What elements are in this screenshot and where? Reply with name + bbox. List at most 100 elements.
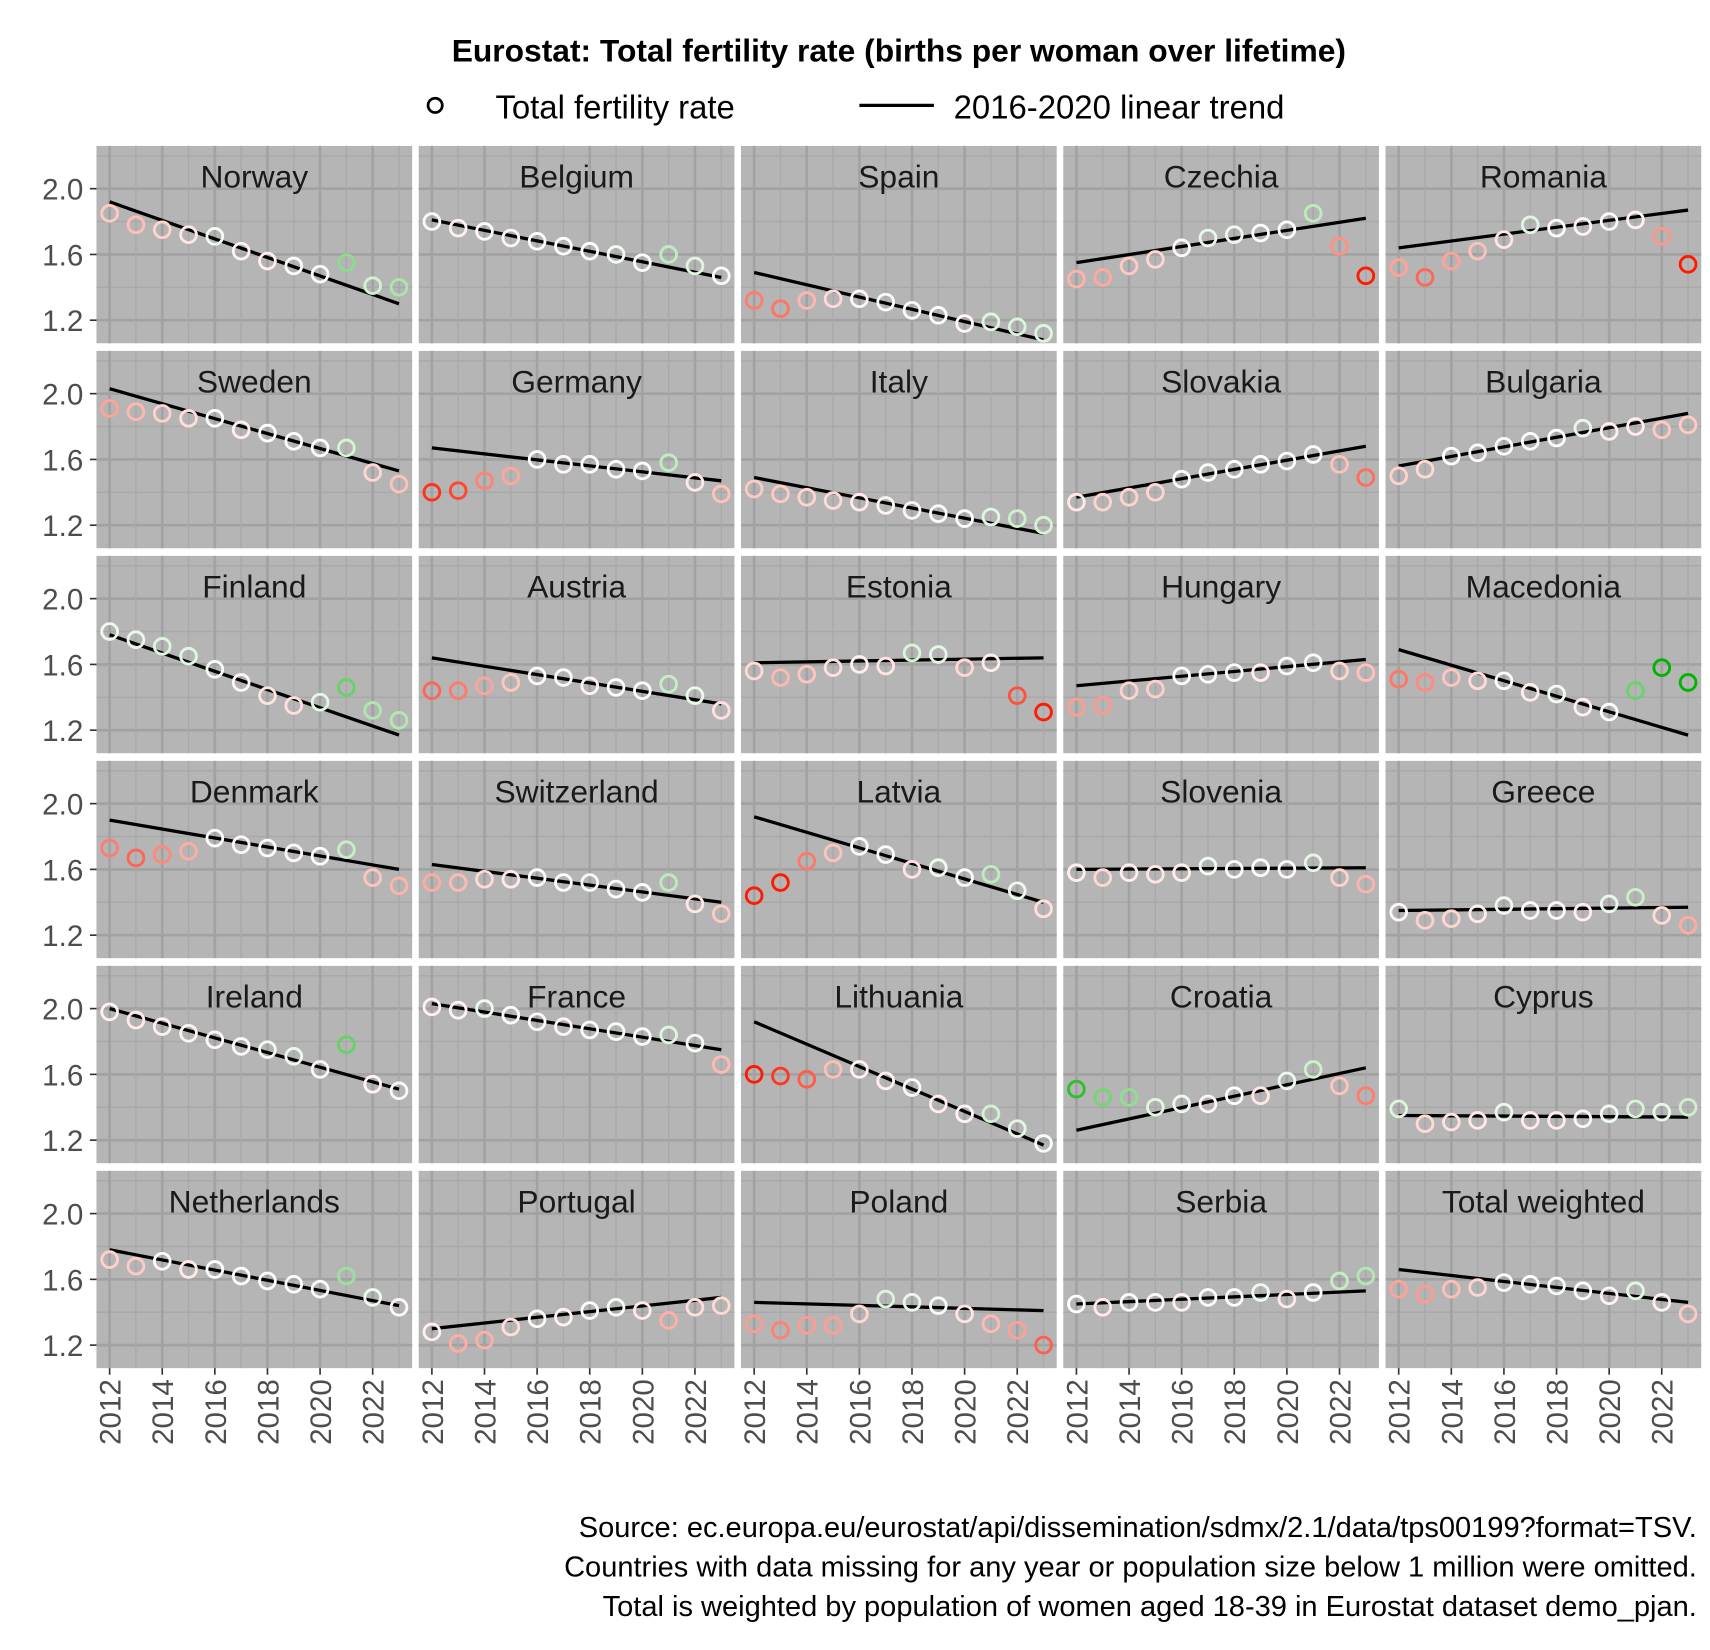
data-point — [422, 212, 442, 231]
data-point — [1277, 1289, 1297, 1309]
trend-line — [109, 818, 400, 872]
data-point — [179, 646, 198, 666]
data-point — [902, 860, 922, 879]
data-point — [1224, 459, 1244, 479]
facet-panel: Czechia — [1063, 145, 1379, 344]
facet-panel: Macedonia — [1385, 555, 1702, 754]
data-point — [981, 507, 1001, 527]
x-tick-label: 2022 — [1647, 1379, 1680, 1445]
data-point — [711, 484, 731, 504]
data-point — [1573, 902, 1593, 922]
data-point — [1093, 696, 1113, 715]
x-tick-label: 2014 — [1114, 1379, 1147, 1445]
y-tick-label: 1.6 — [42, 1059, 83, 1092]
trend-line — [1398, 1113, 1689, 1119]
panel-title: Serbia — [1175, 1183, 1267, 1219]
data-point — [1494, 1102, 1514, 1122]
panel-title: Estonia — [846, 569, 952, 605]
y-tick-label: 1.2 — [42, 305, 83, 338]
trend-line — [754, 656, 1044, 665]
data-point — [606, 879, 626, 899]
data-point — [744, 1314, 764, 1334]
data-point — [1119, 1293, 1139, 1312]
data-point — [1573, 697, 1593, 717]
data-point — [1067, 1079, 1086, 1099]
data-point — [1389, 466, 1409, 486]
data-point — [1172, 1094, 1191, 1114]
data-point — [685, 1297, 705, 1317]
data-point — [1034, 324, 1053, 343]
data-point — [659, 245, 678, 264]
data-point — [1007, 1321, 1027, 1340]
data-point — [1251, 223, 1270, 243]
data-point — [876, 496, 896, 515]
data-point — [633, 1301, 652, 1320]
facet-panel: Latvia — [741, 760, 1057, 959]
trend-line — [1076, 866, 1366, 872]
y-tick-label: 2.0 — [42, 994, 83, 1027]
data-point — [1468, 904, 1487, 924]
data-point — [422, 482, 442, 502]
x-tick-label: 2016 — [522, 1379, 555, 1445]
panel-title: Total weighted — [1442, 1183, 1645, 1219]
data-point — [1146, 1097, 1165, 1117]
data-point — [981, 312, 1001, 332]
data-point — [284, 1274, 304, 1294]
data-point — [1520, 215, 1540, 235]
facet-panel: Sweden 1.2 1.6 2.0 — [42, 350, 413, 549]
trend-line — [1398, 208, 1689, 250]
data-point — [1093, 268, 1113, 287]
data-point — [876, 1289, 896, 1309]
y-tick-label: 2.0 — [42, 174, 83, 207]
panel-background — [1385, 1170, 1702, 1369]
data-point — [1172, 666, 1191, 686]
data-point — [1652, 658, 1672, 678]
data-point — [501, 869, 521, 889]
facet-panel: Italy — [741, 350, 1057, 549]
x-tick-label: 2012 — [1061, 1379, 1094, 1445]
data-point — [126, 215, 146, 235]
data-point — [501, 228, 521, 248]
panel-title: Denmark — [190, 774, 319, 810]
panel-title: Spain — [858, 159, 939, 195]
data-point — [797, 851, 817, 871]
data-point — [580, 1020, 600, 1040]
data-point — [284, 843, 304, 863]
facet-panel: Hungary — [1063, 555, 1379, 754]
data-point — [981, 1314, 1001, 1334]
data-point — [928, 1296, 948, 1315]
data-point — [475, 676, 494, 696]
panel-background — [1063, 965, 1379, 1164]
data-point — [1468, 443, 1487, 463]
data-point — [1067, 697, 1086, 717]
data-point — [179, 409, 198, 428]
data-point — [981, 653, 1001, 673]
data-point — [152, 1251, 172, 1271]
data-point — [1172, 1293, 1191, 1312]
data-point — [685, 686, 705, 705]
data-point — [1468, 1111, 1487, 1130]
data-point — [1441, 909, 1461, 929]
data-point — [1441, 1279, 1461, 1299]
data-point — [771, 1066, 790, 1086]
panel-title: Poland — [849, 1183, 948, 1219]
x-tick-label: 2020 — [1594, 1379, 1627, 1445]
data-point — [310, 264, 330, 284]
facet-panel: Ireland 1.2 1.6 2.0 — [42, 965, 413, 1164]
data-point — [1356, 266, 1376, 286]
facet-panel: Belgium — [418, 145, 735, 344]
data-point — [1494, 436, 1514, 456]
data-point — [448, 1000, 468, 1020]
data-point — [580, 676, 600, 696]
trend-line — [109, 1248, 400, 1308]
trend-line — [753, 815, 1045, 904]
panel-title: Austria — [527, 569, 626, 605]
data-point — [1626, 681, 1645, 701]
panel-title: Greece — [1491, 774, 1595, 810]
data-point — [310, 846, 330, 866]
data-point — [1303, 853, 1323, 873]
data-point — [1277, 451, 1297, 471]
panel-title: Latvia — [856, 774, 941, 810]
data-point — [1277, 860, 1297, 879]
data-point — [711, 904, 731, 924]
